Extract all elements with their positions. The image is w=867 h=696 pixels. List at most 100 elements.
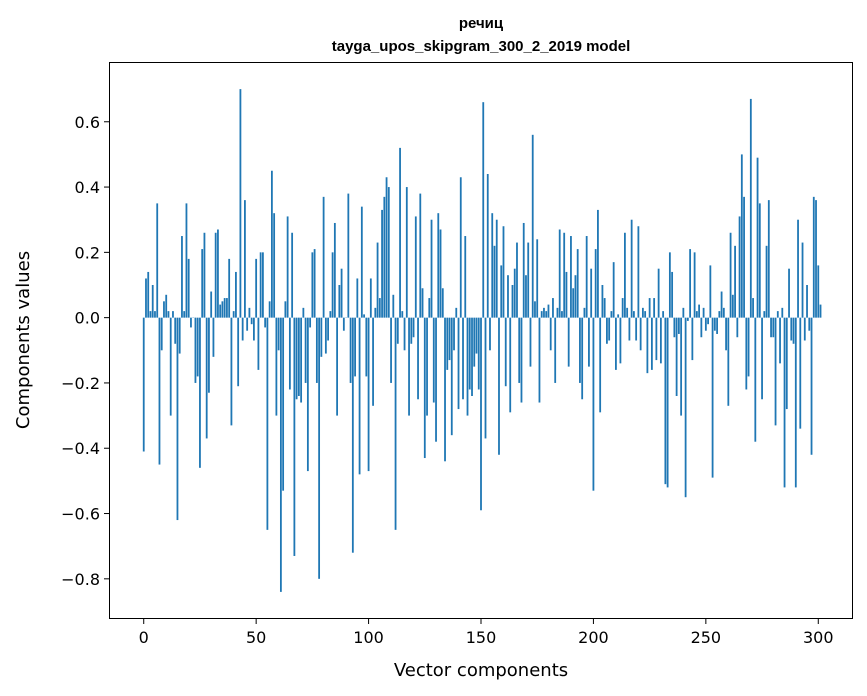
y-axis-ticks: −0.8 −0.6 −0.4 −0.2 0.0 0.2 0.4 0.6 bbox=[61, 113, 110, 589]
bar-232 bbox=[664, 317, 667, 485]
bar-257 bbox=[720, 291, 723, 318]
bar-235 bbox=[671, 271, 674, 318]
bar-41 bbox=[235, 271, 237, 318]
bar-76 bbox=[313, 249, 316, 318]
bar-261 bbox=[729, 232, 732, 318]
bar-27 bbox=[203, 232, 206, 318]
bar-119 bbox=[410, 317, 413, 344]
bar-176 bbox=[538, 317, 541, 403]
bar-274 bbox=[758, 203, 761, 318]
bar-137 bbox=[450, 317, 453, 436]
bar-36 bbox=[223, 298, 226, 318]
bar-77 bbox=[315, 317, 318, 383]
bar-165 bbox=[513, 268, 516, 318]
bar-56 bbox=[268, 301, 271, 318]
bar-108 bbox=[385, 177, 388, 318]
bar-284 bbox=[781, 307, 784, 318]
bar-121 bbox=[414, 216, 417, 318]
bar-288 bbox=[790, 317, 793, 341]
bar-129 bbox=[432, 317, 435, 403]
bar-47 bbox=[248, 307, 251, 318]
bar-246 bbox=[695, 311, 698, 318]
bar-134 bbox=[444, 317, 446, 462]
bar-172 bbox=[529, 317, 532, 367]
bar-123 bbox=[419, 193, 422, 318]
bar-265 bbox=[738, 216, 741, 318]
bar-160 bbox=[502, 226, 505, 318]
x-tick-label: 150 bbox=[466, 628, 497, 647]
bar-178 bbox=[543, 307, 545, 318]
bar-23 bbox=[194, 317, 197, 383]
bar-219 bbox=[635, 317, 638, 341]
bar-98 bbox=[363, 314, 365, 318]
bar-276 bbox=[763, 311, 766, 318]
bar-287 bbox=[788, 268, 790, 318]
bar-296 bbox=[808, 317, 811, 331]
bar-43 bbox=[239, 89, 242, 318]
bar-96 bbox=[358, 317, 361, 475]
bar-259 bbox=[725, 317, 727, 351]
bar-146 bbox=[471, 317, 473, 396]
bar-94 bbox=[354, 317, 356, 377]
bar-64 bbox=[286, 216, 289, 318]
bar-167 bbox=[518, 317, 521, 383]
x-tick-label: 0 bbox=[139, 628, 149, 647]
bar-208 bbox=[610, 311, 613, 318]
bar-140 bbox=[457, 317, 460, 410]
bar-138 bbox=[453, 317, 455, 351]
bar-194 bbox=[579, 317, 581, 383]
bar-68 bbox=[295, 317, 298, 400]
bar-191 bbox=[572, 288, 575, 318]
y-tick-label: 0.2 bbox=[75, 243, 100, 262]
bar-26 bbox=[201, 249, 204, 318]
bar-25 bbox=[199, 317, 201, 468]
bar-62 bbox=[282, 317, 285, 491]
bar-159 bbox=[500, 265, 503, 318]
bar-162 bbox=[507, 275, 509, 318]
bar-290 bbox=[794, 317, 797, 488]
bar-230 bbox=[659, 317, 662, 364]
bar-275 bbox=[761, 317, 763, 400]
bar-114 bbox=[399, 147, 401, 318]
bar-74 bbox=[309, 317, 312, 328]
bar-61 bbox=[279, 317, 282, 592]
bar-127 bbox=[428, 298, 431, 318]
bar-280 bbox=[772, 317, 775, 338]
bar-149 bbox=[477, 317, 480, 390]
y-tick-label: −0.4 bbox=[61, 439, 100, 458]
bar-113 bbox=[396, 317, 399, 344]
bar-72 bbox=[304, 317, 307, 383]
bar-15 bbox=[176, 317, 179, 521]
bar-125 bbox=[423, 317, 426, 459]
bar-33 bbox=[217, 229, 219, 318]
bar-57 bbox=[270, 170, 273, 318]
bar-221 bbox=[639, 317, 642, 351]
x-tick-label: 100 bbox=[353, 628, 384, 647]
bar-132 bbox=[439, 229, 442, 318]
bar-250 bbox=[704, 317, 707, 331]
bar-206 bbox=[606, 317, 608, 344]
bar-49 bbox=[253, 317, 255, 341]
bar-237 bbox=[675, 317, 678, 396]
bar-88 bbox=[340, 268, 343, 318]
bar-2 bbox=[147, 271, 150, 318]
bar-179 bbox=[545, 311, 548, 318]
x-tick-label: 300 bbox=[803, 628, 834, 647]
bar-155 bbox=[491, 213, 494, 318]
bar-112 bbox=[394, 317, 397, 530]
bar-267 bbox=[743, 196, 745, 318]
bar-103 bbox=[374, 307, 377, 318]
bar-199 bbox=[590, 268, 593, 318]
bar-58 bbox=[273, 213, 276, 318]
bar-70 bbox=[300, 317, 303, 403]
bar-16 bbox=[178, 317, 181, 354]
bar-285 bbox=[783, 317, 786, 488]
bar-242 bbox=[686, 317, 689, 321]
bar-117 bbox=[405, 187, 408, 318]
bar-291 bbox=[797, 219, 799, 318]
bar-217 bbox=[630, 219, 633, 318]
bar-278 bbox=[767, 200, 770, 318]
bar-294 bbox=[803, 317, 806, 341]
bar-185 bbox=[558, 229, 561, 318]
bar-31 bbox=[212, 317, 215, 357]
